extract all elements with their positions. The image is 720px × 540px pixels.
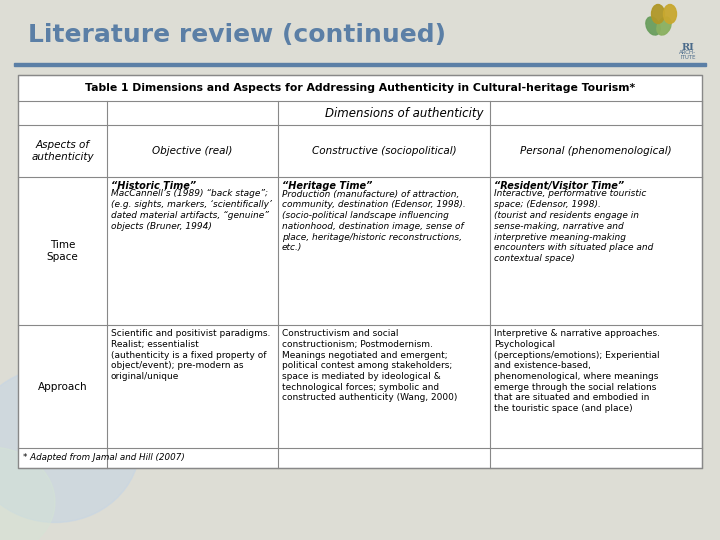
Text: Objective (real): Objective (real) bbox=[152, 146, 233, 156]
Text: Constructive (sociopolitical): Constructive (sociopolitical) bbox=[312, 146, 456, 156]
Ellipse shape bbox=[0, 447, 55, 540]
Text: RI: RI bbox=[682, 44, 694, 52]
Text: Table 1 Dimensions and Aspects for Addressing Authenticity in Cultural-heritage : Table 1 Dimensions and Aspects for Addre… bbox=[85, 83, 635, 93]
Text: Production (manufacture) of attraction,
community, destination (Edensor, 1998).
: Production (manufacture) of attraction, … bbox=[282, 190, 466, 252]
Text: * Adapted from Jamal and Hill (2007): * Adapted from Jamal and Hill (2007) bbox=[23, 454, 185, 462]
Ellipse shape bbox=[657, 17, 671, 35]
Text: Approach: Approach bbox=[37, 381, 87, 391]
Bar bbox=[18, 75, 702, 468]
Text: Interpretive & narrative approaches.
Psychological
(perceptions/emotions); Exper: Interpretive & narrative approaches. Psy… bbox=[494, 329, 660, 413]
Ellipse shape bbox=[0, 368, 140, 523]
Text: “Historic Time”: “Historic Time” bbox=[111, 181, 196, 191]
Text: “Resident/Visitor Time”: “Resident/Visitor Time” bbox=[494, 181, 624, 191]
Text: MacCannell’s (1989) “back stage”;
(e.g. sights, markers, ‘scientifically’
dated : MacCannell’s (1989) “back stage”; (e.g. … bbox=[111, 190, 271, 231]
Ellipse shape bbox=[652, 4, 665, 24]
Text: Aspects of
authenticity: Aspects of authenticity bbox=[31, 140, 94, 162]
Ellipse shape bbox=[664, 4, 677, 24]
Text: “Heritage Time”: “Heritage Time” bbox=[282, 181, 372, 191]
Text: Time
Space: Time Space bbox=[47, 240, 78, 262]
Text: Interactive, performative touristic
space; (Edensor, 1998).
(tourist and residen: Interactive, performative touristic spac… bbox=[494, 190, 653, 263]
Text: Dimensions of authenticity: Dimensions of authenticity bbox=[325, 106, 484, 119]
Text: Personal (phenomenological): Personal (phenomenological) bbox=[520, 146, 672, 156]
Text: Scientific and positivist paradigms.
Realist; essentialist
(authenticity is a fi: Scientific and positivist paradigms. Rea… bbox=[111, 329, 270, 381]
Ellipse shape bbox=[646, 17, 660, 35]
Text: Constructivism and social
constructionism; Postmodernism.
Meanings negotiated an: Constructivism and social constructionis… bbox=[282, 329, 457, 402]
Bar bbox=[14, 63, 706, 66]
Text: Literature review (continued): Literature review (continued) bbox=[28, 23, 446, 47]
Text: ARCH-
ITUTE: ARCH- ITUTE bbox=[680, 50, 696, 60]
